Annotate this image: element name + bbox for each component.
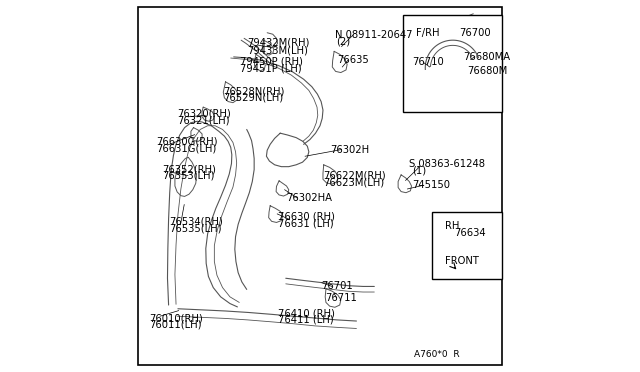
Text: S 08363-61248: S 08363-61248: [408, 159, 484, 169]
Text: 76011(LH): 76011(LH): [149, 320, 202, 330]
Bar: [403, 15, 502, 112]
Text: 76528N(RH): 76528N(RH): [223, 86, 285, 96]
Text: RH: RH: [445, 221, 459, 231]
Text: 745150: 745150: [412, 180, 451, 190]
Text: 79450P (RH): 79450P (RH): [240, 57, 303, 66]
Text: N 08911-20647: N 08911-20647: [335, 30, 412, 39]
Text: 76534(RH): 76534(RH): [170, 217, 223, 226]
Text: 76623M(LH): 76623M(LH): [323, 177, 384, 187]
Text: F/RH: F/RH: [416, 28, 440, 38]
Text: 76680M: 76680M: [467, 67, 507, 76]
Text: 76680MA: 76680MA: [463, 52, 511, 61]
Text: A760*0  R: A760*0 R: [414, 350, 460, 359]
Text: 76320(RH): 76320(RH): [177, 109, 230, 118]
Text: FRONT: FRONT: [445, 256, 479, 266]
Text: 76353(LH): 76353(LH): [162, 171, 214, 181]
Text: 76630G(RH): 76630G(RH): [156, 137, 218, 146]
Text: 76352(RH): 76352(RH): [162, 164, 216, 174]
Text: (1): (1): [412, 166, 426, 175]
Text: 76631 (LH): 76631 (LH): [278, 218, 334, 228]
Bar: [431, 212, 502, 279]
Text: 76529N(LH): 76529N(LH): [223, 93, 284, 103]
Text: 76700: 76700: [460, 28, 491, 38]
Text: 76710: 76710: [412, 58, 444, 67]
Text: 76411 (LH): 76411 (LH): [278, 315, 334, 325]
Text: 76634: 76634: [454, 228, 486, 237]
Text: 76535(LH): 76535(LH): [170, 223, 222, 233]
Text: 79432M(RH): 79432M(RH): [248, 38, 310, 48]
Text: 76010(RH): 76010(RH): [149, 313, 203, 323]
Text: 76302HA: 76302HA: [286, 193, 332, 203]
Text: 76622M(RH): 76622M(RH): [323, 171, 386, 180]
Text: 79451P (LH): 79451P (LH): [240, 64, 301, 74]
Text: 76631G(LH): 76631G(LH): [156, 143, 216, 153]
Text: 76635: 76635: [337, 55, 369, 65]
Text: (2): (2): [336, 37, 350, 46]
Text: 76410 (RH): 76410 (RH): [278, 308, 335, 318]
Text: 76302H: 76302H: [330, 145, 369, 154]
Text: 79433M(LH): 79433M(LH): [248, 45, 308, 55]
Text: 76630 (RH): 76630 (RH): [278, 212, 335, 221]
Text: 76711: 76711: [326, 294, 358, 303]
Text: 76701: 76701: [321, 282, 353, 291]
Text: 76321(LH): 76321(LH): [177, 115, 229, 125]
